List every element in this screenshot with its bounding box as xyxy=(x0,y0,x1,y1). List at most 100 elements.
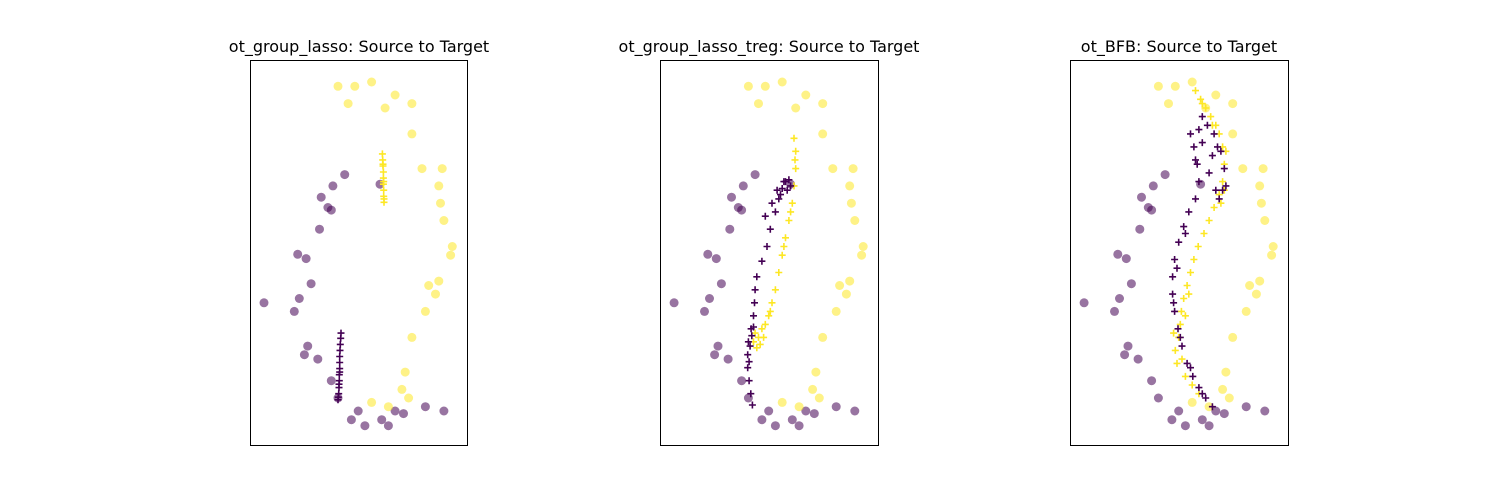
transported-point-class-0 xyxy=(1222,182,1230,190)
target-point-class-0 xyxy=(703,249,713,259)
transported-point-class-0 xyxy=(1181,230,1189,237)
target-point-class-1 xyxy=(407,332,417,342)
transported-point-class-0 xyxy=(1195,384,1203,392)
transported-point-class-0 xyxy=(745,358,753,366)
target-point-class-0 xyxy=(723,354,733,364)
transported-point-class-1 xyxy=(1176,320,1184,328)
target-point-class-1 xyxy=(814,393,824,403)
target-point-class-1 xyxy=(380,103,390,113)
transported-point-class-1 xyxy=(768,299,776,307)
target-point-class-1 xyxy=(434,276,444,286)
transported-point-class-0 xyxy=(1171,307,1179,315)
target-point-class-1 xyxy=(831,306,841,316)
target-point-class-1 xyxy=(1211,90,1221,100)
target-point-class-1 xyxy=(1187,77,1197,87)
target-point-class-0 xyxy=(390,406,400,416)
transported-point-class-1 xyxy=(378,150,386,158)
target-point-class-0 xyxy=(301,254,311,264)
transported-point-class-0 xyxy=(1185,208,1193,216)
transported-point-class-0 xyxy=(778,185,786,192)
target-point-class-0 xyxy=(794,421,804,431)
transported-point-class-0 xyxy=(1217,147,1225,155)
target-point-class-1 xyxy=(850,216,860,225)
target-point-class-1 xyxy=(367,397,377,407)
transported-point-class-0 xyxy=(1192,156,1199,164)
transported-point-class-0 xyxy=(1212,186,1220,194)
target-point-class-1 xyxy=(436,198,445,208)
transported-point-class-0 xyxy=(750,312,757,320)
transported-point-class-1 xyxy=(1187,269,1194,276)
target-point-class-1 xyxy=(404,393,414,403)
target-point-class-1 xyxy=(1228,332,1238,342)
target-point-class-0 xyxy=(259,298,269,308)
target-point-class-0 xyxy=(1123,341,1133,351)
target-point-class-1 xyxy=(1241,306,1251,316)
transported-point-class-1 xyxy=(1217,199,1225,207)
transported-point-class-1 xyxy=(782,234,789,242)
transported-point-class-0 xyxy=(1180,223,1188,231)
target-point-class-0 xyxy=(725,224,735,234)
transported-point-class-0 xyxy=(748,401,756,409)
transported-point-class-0 xyxy=(747,390,755,398)
target-point-class-1 xyxy=(777,77,787,87)
transported-point-class-0 xyxy=(768,199,776,207)
plot-area-marks xyxy=(259,77,457,431)
axes-frame xyxy=(660,60,879,446)
transported-point-class-1 xyxy=(756,340,764,348)
target-point-class-0 xyxy=(1079,298,1089,308)
target-point-class-1 xyxy=(794,402,804,412)
transported-point-class-0 xyxy=(1192,195,1199,203)
target-point-class-1 xyxy=(1268,242,1278,251)
target-point-class-1 xyxy=(417,164,427,174)
transported-point-class-0 xyxy=(336,359,344,366)
target-point-class-1 xyxy=(1228,129,1238,139)
transported-point-class-0 xyxy=(337,329,345,337)
transported-point-class-1 xyxy=(1207,113,1215,121)
transported-point-class-0 xyxy=(780,178,788,186)
target-point-class-1 xyxy=(841,289,851,299)
target-point-class-0 xyxy=(1143,203,1153,212)
transported-point-class-1 xyxy=(758,325,766,333)
target-point-class-0 xyxy=(1135,224,1145,234)
target-point-class-0 xyxy=(1110,306,1119,316)
target-point-class-0 xyxy=(353,406,363,416)
transported-point-class-1 xyxy=(788,199,796,207)
target-point-class-1 xyxy=(857,250,867,260)
target-point-class-1 xyxy=(407,99,417,109)
transported-point-class-1 xyxy=(760,333,768,341)
target-point-class-1 xyxy=(1187,397,1197,407)
target-point-class-1 xyxy=(818,99,828,109)
transported-point-class-1 xyxy=(775,269,783,276)
target-point-class-0 xyxy=(705,294,714,303)
transported-point-class-1 xyxy=(1183,282,1191,289)
target-point-class-1 xyxy=(808,384,818,394)
target-point-class-0 xyxy=(1167,415,1177,425)
transported-point-class-1 xyxy=(761,320,769,328)
transported-point-class-0 xyxy=(334,393,342,401)
transported-point-class-0 xyxy=(1193,160,1201,168)
target-point-class-1 xyxy=(437,164,447,174)
transported-point-class-0 xyxy=(1190,143,1198,151)
target-point-class-1 xyxy=(333,81,343,91)
target-point-class-0 xyxy=(399,409,408,419)
subplot-ot-bfb: ot_BFB: Source to Target xyxy=(1070,37,1289,446)
transported-point-class-0 xyxy=(771,208,779,216)
transported-point-class-1 xyxy=(380,178,388,186)
target-point-class-1 xyxy=(1255,276,1265,286)
transported-point-class-0 xyxy=(1195,178,1203,186)
target-point-class-1 xyxy=(424,281,434,290)
target-point-class-1 xyxy=(828,164,838,174)
target-point-class-1 xyxy=(1218,384,1228,394)
target-point-class-0 xyxy=(316,192,326,202)
target-point-class-0 xyxy=(313,354,323,364)
target-point-class-1 xyxy=(1260,216,1270,225)
target-point-class-0 xyxy=(1147,376,1157,386)
transported-point-class-0 xyxy=(787,182,795,190)
target-point-class-0 xyxy=(700,306,709,316)
target-point-class-0 xyxy=(710,350,720,360)
transported-point-class-1 xyxy=(1181,312,1189,320)
transported-point-class-0 xyxy=(1169,273,1177,281)
transported-point-class-1 xyxy=(1173,359,1181,367)
transported-point-class-1 xyxy=(771,286,779,294)
